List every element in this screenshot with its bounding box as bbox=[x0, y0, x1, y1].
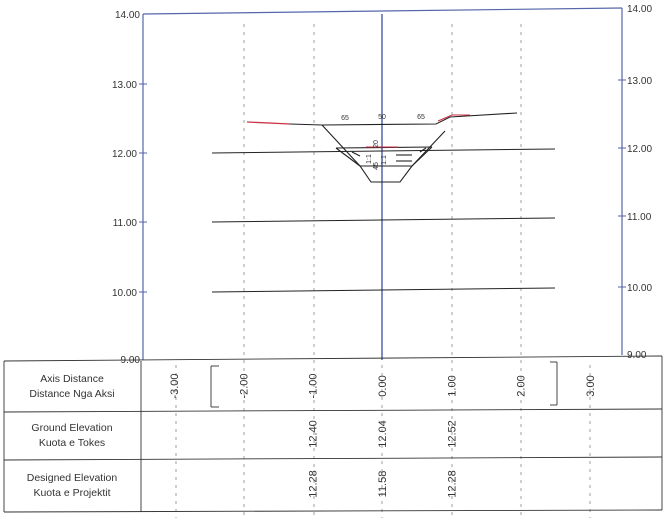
dim-top-right: 65 bbox=[417, 114, 425, 121]
row-label-axis-1: Axis Distance bbox=[40, 373, 104, 385]
row-label-ground-1: Ground Elevation bbox=[31, 422, 112, 434]
dim-top-mid: 50 bbox=[378, 114, 386, 121]
ground-line-main bbox=[290, 113, 517, 125]
top-border bbox=[143, 8, 622, 14]
table-top-line bbox=[4, 356, 662, 361]
axis-distance-value: 1.00 bbox=[446, 375, 458, 396]
y-label-right-14: 14.00 bbox=[627, 4, 652, 15]
ground-elevation-value: 12.40 bbox=[308, 420, 320, 448]
dim-depth-2: 45 bbox=[373, 162, 380, 170]
designed-elevation-value: 11.58 bbox=[377, 471, 389, 498]
y-label-right-10: 10.00 bbox=[627, 283, 652, 294]
dim-depth-1: 20 bbox=[373, 140, 380, 148]
y-label-right-13: 13.00 bbox=[627, 76, 652, 87]
dim-top-left: 65 bbox=[341, 115, 349, 122]
dim-slope-right: 1:1 bbox=[381, 155, 388, 165]
y-label-right-12: 12.00 bbox=[627, 144, 652, 155]
channel-section bbox=[322, 125, 445, 182]
dim-slope-left: 1:1 bbox=[366, 154, 373, 164]
y-label-left-12: 12.00 bbox=[112, 149, 137, 160]
water-mark-3 bbox=[352, 152, 360, 156]
table-row-divider-2 bbox=[4, 457, 662, 460]
designed-elevation-value: 12.28 bbox=[308, 470, 320, 498]
axis-distance-value: -1.00 bbox=[308, 373, 320, 398]
table-row-divider-1 bbox=[4, 409, 662, 412]
y-label-left-14: 14.00 bbox=[115, 10, 140, 21]
y-label-left-13: 13.00 bbox=[112, 80, 137, 91]
channel-outer-profile bbox=[322, 125, 445, 182]
y-label-left-10: 10.00 bbox=[112, 288, 137, 299]
y-label-right-11: 11.00 bbox=[627, 212, 652, 223]
axis-distance-value: 0.00 bbox=[377, 375, 389, 396]
row-label-axis-2: Distance Nga Aksi bbox=[29, 388, 114, 400]
designed-elevation-value: 12.28 bbox=[446, 470, 458, 498]
y-label-right-9: 9.00 bbox=[627, 350, 647, 361]
row-headers: Axis Distance Distance Nga Aksi Ground E… bbox=[27, 373, 118, 499]
ground-line-left bbox=[247, 122, 290, 124]
ground-elevation-value: 12.52 bbox=[446, 420, 458, 448]
channel-inner-right bbox=[412, 147, 432, 166]
axis-distance-value: 2.00 bbox=[516, 375, 528, 396]
row-label-designed-2: Kuota e Projektit bbox=[33, 487, 110, 499]
y-label-left-11: 11.00 bbox=[113, 218, 138, 229]
row-label-designed-1: Designed Elevation bbox=[27, 472, 118, 484]
axis-distance-value: -3.00 bbox=[169, 373, 181, 398]
gridline-12 bbox=[212, 149, 555, 153]
plot-frame bbox=[143, 8, 622, 360]
axis-distance-value: -2.00 bbox=[238, 373, 250, 398]
table-bottom-line bbox=[4, 510, 662, 512]
axis-distance-value: 3.00 bbox=[585, 375, 597, 396]
channel-inner-left bbox=[336, 148, 360, 166]
row-label-ground-2: Kuota e Tokes bbox=[39, 437, 105, 449]
gridline-11 bbox=[212, 218, 555, 222]
elevation-gridlines bbox=[212, 149, 555, 292]
row-values: -3.00 -2.00 -1.00 0.00 1.00 2.00 3.00 12.40 12.0… bbox=[169, 373, 597, 497]
ground-elevation-value: 12.04 bbox=[377, 420, 389, 448]
gridline-10 bbox=[212, 288, 555, 292]
